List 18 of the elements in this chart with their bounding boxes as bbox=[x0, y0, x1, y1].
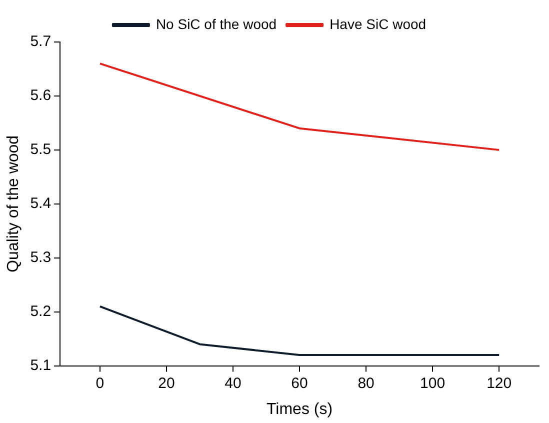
y-axis-title: Quality of the wood bbox=[5, 135, 22, 272]
x-tick-label: 40 bbox=[224, 374, 242, 392]
y-tick-label: 5.5 bbox=[30, 141, 52, 158]
x-tick-label: 0 bbox=[96, 374, 104, 392]
y-tick-label: 5.2 bbox=[30, 302, 52, 320]
legend-label: Have SiC wood bbox=[330, 16, 426, 32]
y-tick-label: 5.6 bbox=[30, 87, 52, 104]
y-tick-label: 5.7 bbox=[30, 33, 52, 50]
y-tick-label: 5.3 bbox=[30, 249, 52, 266]
y-tick-label: 5.1 bbox=[30, 356, 52, 374]
legend-label: No SiC of the wood bbox=[156, 16, 277, 32]
y-tick-label: 5.4 bbox=[30, 195, 52, 212]
x-tick-label: 120 bbox=[486, 374, 512, 392]
x-axis-title: Times (s) bbox=[266, 400, 333, 418]
x-tick-label: 100 bbox=[420, 374, 446, 392]
x-tick-label: 80 bbox=[358, 374, 374, 392]
x-tick-label: 20 bbox=[158, 374, 175, 392]
x-tick-label: 60 bbox=[291, 374, 308, 392]
